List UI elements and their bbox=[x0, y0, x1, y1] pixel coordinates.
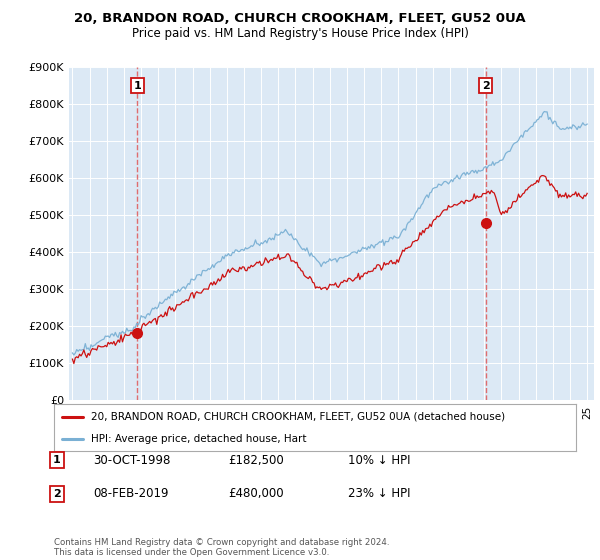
Text: 08-FEB-2019: 08-FEB-2019 bbox=[93, 487, 169, 501]
Text: 2: 2 bbox=[53, 489, 61, 499]
Text: 2: 2 bbox=[482, 81, 490, 91]
Text: 30-OCT-1998: 30-OCT-1998 bbox=[93, 454, 170, 467]
Text: £480,000: £480,000 bbox=[228, 487, 284, 501]
Text: HPI: Average price, detached house, Hart: HPI: Average price, detached house, Hart bbox=[91, 434, 306, 444]
Text: 10% ↓ HPI: 10% ↓ HPI bbox=[348, 454, 410, 467]
Text: 20, BRANDON ROAD, CHURCH CROOKHAM, FLEET, GU52 0UA (detached house): 20, BRANDON ROAD, CHURCH CROOKHAM, FLEET… bbox=[91, 412, 505, 422]
Text: 1: 1 bbox=[53, 455, 61, 465]
Text: 1: 1 bbox=[134, 81, 142, 91]
Text: 23% ↓ HPI: 23% ↓ HPI bbox=[348, 487, 410, 501]
Text: Contains HM Land Registry data © Crown copyright and database right 2024.
This d: Contains HM Land Registry data © Crown c… bbox=[54, 538, 389, 557]
Text: Price paid vs. HM Land Registry's House Price Index (HPI): Price paid vs. HM Land Registry's House … bbox=[131, 27, 469, 40]
Text: 20, BRANDON ROAD, CHURCH CROOKHAM, FLEET, GU52 0UA: 20, BRANDON ROAD, CHURCH CROOKHAM, FLEET… bbox=[74, 12, 526, 25]
Text: £182,500: £182,500 bbox=[228, 454, 284, 467]
